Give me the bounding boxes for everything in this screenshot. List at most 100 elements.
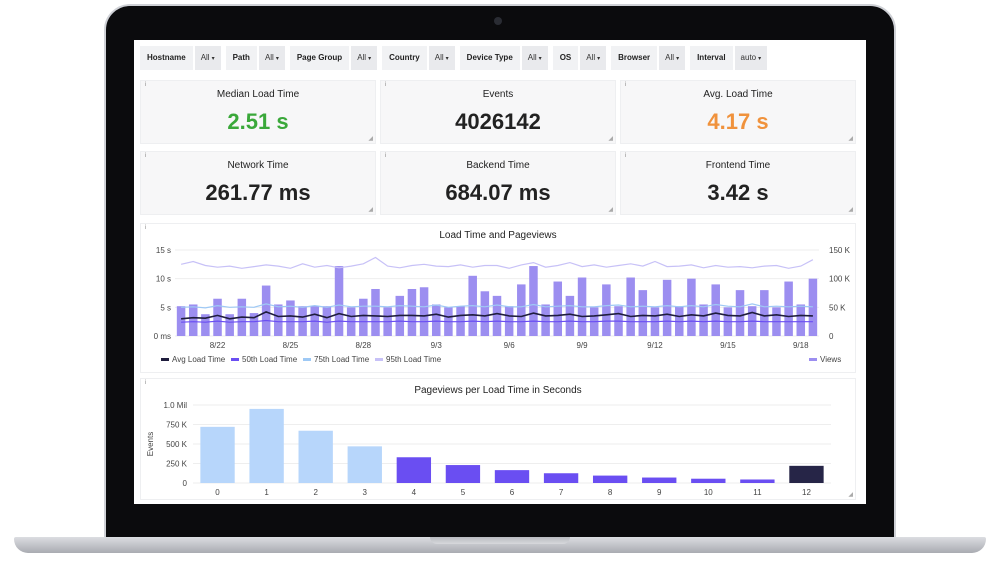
legend-p50[interactable]: 50th Load Time bbox=[231, 355, 297, 364]
filter-device-type: Device Type All ▾ bbox=[459, 46, 548, 70]
stat-panel-frontend-time: i Frontend Time 3.42 s ◢ bbox=[620, 151, 856, 215]
filter-os: OS All ▾ bbox=[552, 46, 607, 70]
histogram-bar bbox=[691, 478, 726, 483]
views-bar bbox=[322, 306, 332, 336]
views-bar bbox=[553, 281, 563, 336]
filter-value: All bbox=[665, 53, 675, 62]
legend-p75[interactable]: 75th Load Time bbox=[303, 355, 369, 364]
series-line-75th-load-time bbox=[181, 303, 813, 309]
filter-dropdown[interactable]: All ▾ bbox=[428, 46, 455, 70]
filter-label: OS bbox=[552, 46, 579, 70]
resize-handle-icon[interactable]: ◢ bbox=[608, 136, 613, 142]
views-bar bbox=[419, 287, 429, 336]
info-icon[interactable]: i bbox=[145, 380, 147, 386]
stat-panel-avg-load-time: i Avg. Load Time 4.17 s ◢ bbox=[620, 80, 856, 144]
stat-title: Median Load Time bbox=[216, 89, 300, 100]
info-icon[interactable]: i bbox=[145, 225, 147, 231]
x-tick-label: 9/9 bbox=[576, 341, 588, 350]
caret-down-icon: ▾ bbox=[538, 56, 542, 62]
info-icon[interactable]: i bbox=[145, 82, 147, 88]
stat-value: 684.07 ms bbox=[445, 180, 551, 205]
x-tick-label: 9/18 bbox=[793, 341, 809, 350]
filter-page-group: Page Group All ▾ bbox=[289, 46, 378, 70]
y-axis-label: Events bbox=[146, 432, 155, 456]
resize-handle-icon[interactable]: ◢ bbox=[848, 207, 853, 213]
x-tick-label: 1 bbox=[264, 488, 269, 497]
filter-label: Hostname bbox=[140, 46, 193, 70]
info-icon[interactable]: i bbox=[145, 153, 147, 159]
filter-dropdown[interactable]: All ▾ bbox=[521, 46, 548, 70]
legend-swatch bbox=[303, 358, 311, 361]
views-bar bbox=[225, 314, 234, 336]
views-bar bbox=[286, 300, 295, 336]
views-bar bbox=[274, 304, 283, 336]
caret-down-icon: ▾ bbox=[275, 56, 279, 62]
stat-panel-network-time: i Network Time 261.77 ms ◢ bbox=[140, 151, 376, 215]
resize-handle-icon[interactable]: ◢ bbox=[368, 136, 373, 142]
resize-handle-icon[interactable]: ◢ bbox=[848, 136, 853, 142]
filter-value: All bbox=[434, 53, 444, 62]
x-tick-label: 8/22 bbox=[210, 341, 226, 350]
views-bar bbox=[359, 298, 368, 336]
y-right-tick-label: 100 K bbox=[829, 275, 851, 284]
filter-interval: Interval auto ▾ bbox=[690, 46, 768, 70]
legend-label: 95th Load Time bbox=[386, 355, 442, 364]
stat-panel-backend-time: i Backend Time 684.07 ms ◢ bbox=[380, 151, 616, 215]
filter-dropdown[interactable]: All ▾ bbox=[258, 46, 285, 70]
caret-down-icon: ▾ bbox=[445, 56, 449, 62]
resize-handle-icon[interactable]: ◢ bbox=[848, 492, 853, 498]
filter-dropdown[interactable]: All ▾ bbox=[580, 46, 607, 70]
x-tick-label: 9/3 bbox=[431, 341, 443, 350]
histogram-bar bbox=[740, 479, 775, 483]
legend-swatch bbox=[809, 358, 817, 361]
histogram-bar bbox=[592, 475, 628, 483]
views-bar bbox=[298, 306, 307, 336]
views-bar bbox=[638, 290, 648, 336]
filter-dropdown[interactable]: All ▾ bbox=[659, 46, 686, 70]
filter-label: Browser bbox=[611, 46, 658, 70]
y-tick-label: 250 K bbox=[166, 460, 188, 469]
views-bar bbox=[529, 266, 538, 336]
x-tick-label: 4 bbox=[412, 488, 417, 497]
laptop-notch bbox=[430, 537, 570, 544]
y-left-tick-label: 0 ms bbox=[154, 332, 171, 341]
caret-down-icon: ▾ bbox=[597, 56, 601, 62]
y-tick-label: 750 K bbox=[166, 421, 188, 430]
filter-value: All bbox=[586, 53, 596, 62]
legend-views[interactable]: Views bbox=[809, 355, 841, 364]
y-right-tick-label: 0 bbox=[829, 332, 834, 341]
filter-dropdown[interactable]: All ▾ bbox=[194, 46, 221, 70]
info-icon[interactable]: i bbox=[385, 82, 387, 88]
x-tick-label: 9/12 bbox=[647, 341, 663, 350]
filter-dropdown[interactable]: All ▾ bbox=[351, 46, 378, 70]
filter-value: All bbox=[527, 53, 537, 62]
stat-title: Backend Time bbox=[466, 160, 530, 171]
info-icon[interactable]: i bbox=[625, 82, 627, 88]
views-bar bbox=[796, 304, 806, 336]
histogram-bar bbox=[200, 426, 235, 483]
resize-handle-icon[interactable]: ◢ bbox=[608, 207, 613, 213]
stat-title: Events bbox=[482, 89, 514, 100]
x-tick-label: 10 bbox=[704, 488, 713, 497]
legend-label: Views bbox=[820, 355, 842, 364]
x-tick-label: 5 bbox=[461, 488, 466, 497]
y-tick-label: 1.0 Mil bbox=[163, 401, 187, 410]
info-icon[interactable]: i bbox=[625, 153, 627, 159]
x-tick-label: 8/25 bbox=[283, 341, 299, 350]
filter-dropdown[interactable]: auto ▾ bbox=[734, 46, 768, 70]
stat-panel-events: i Events 4026142 ◢ bbox=[380, 80, 616, 144]
caret-down-icon: ▾ bbox=[211, 56, 215, 62]
histogram-bar bbox=[347, 446, 382, 483]
info-icon[interactable]: i bbox=[385, 153, 387, 159]
caret-down-icon: ▾ bbox=[758, 56, 762, 62]
webcam-icon bbox=[494, 17, 502, 25]
y-tick-label: 500 K bbox=[166, 440, 188, 449]
legend-avg[interactable]: Avg Load Time bbox=[161, 355, 225, 364]
filter-browser: Browser All ▾ bbox=[611, 46, 686, 70]
stat-value: 3.42 s bbox=[707, 180, 769, 205]
resize-handle-icon[interactable]: ◢ bbox=[368, 207, 373, 213]
views-bar bbox=[541, 304, 550, 336]
legend-p95[interactable]: 95th Load Time bbox=[375, 355, 441, 364]
x-tick-label: 8/28 bbox=[356, 341, 372, 350]
histogram-bar bbox=[642, 477, 677, 483]
